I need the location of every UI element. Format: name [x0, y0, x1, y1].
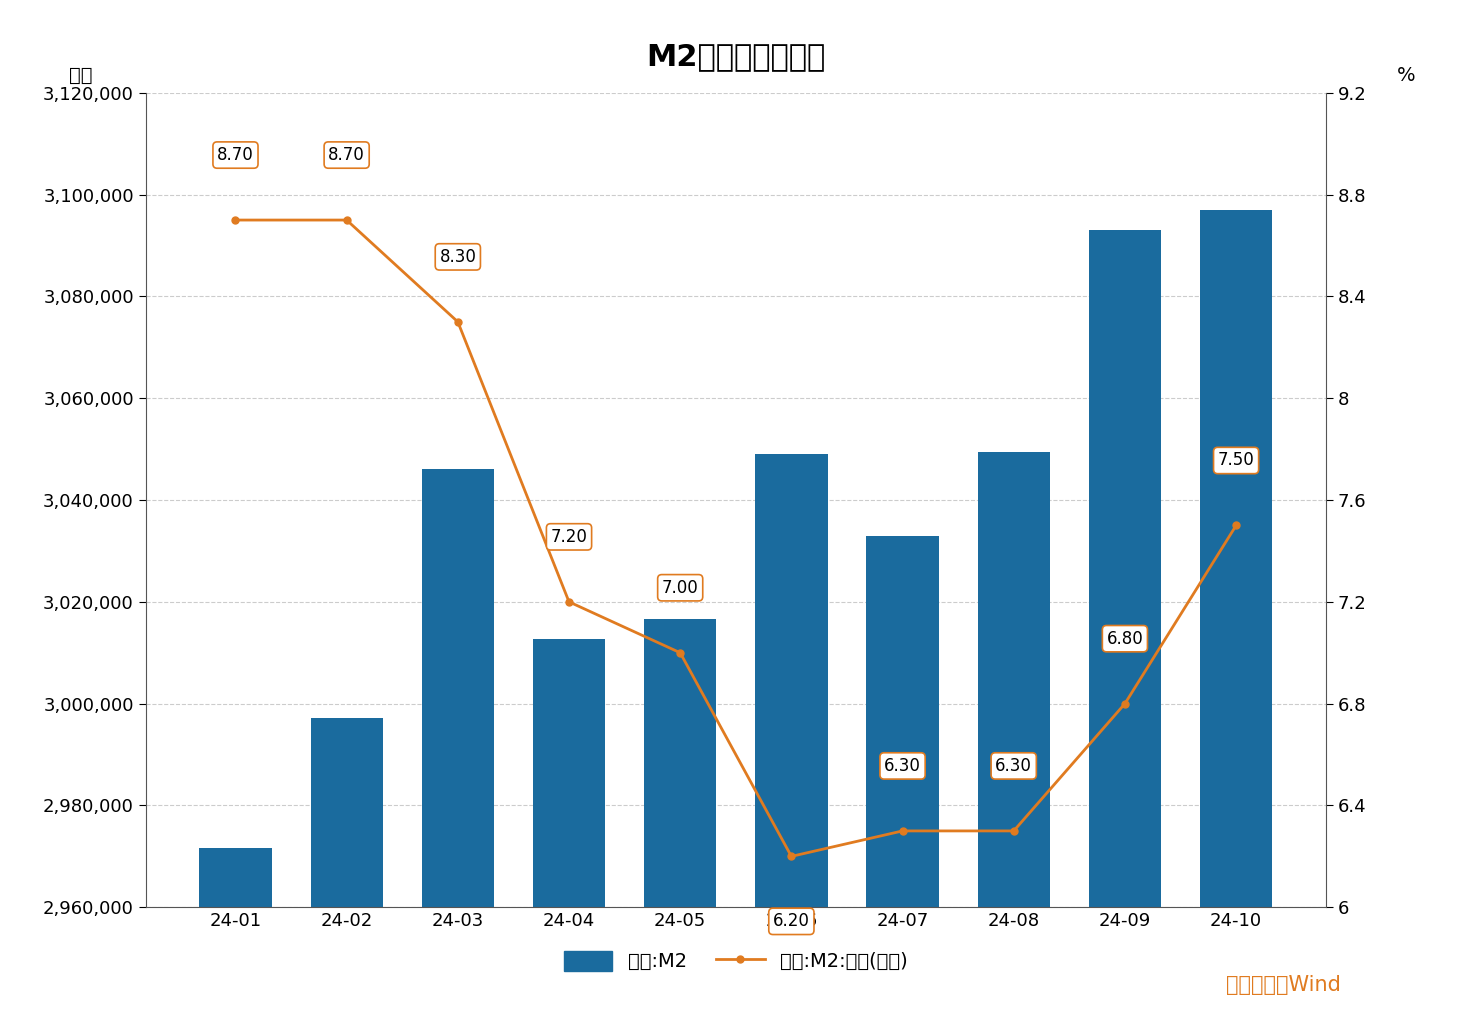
- Bar: [421, 469, 494, 1031]
- Bar: [200, 849, 271, 1031]
- Bar: [755, 455, 828, 1031]
- Bar: [1088, 230, 1161, 1031]
- Text: 8.30: 8.30: [440, 247, 476, 266]
- Bar: [310, 718, 383, 1031]
- Text: 6.30: 6.30: [995, 757, 1032, 775]
- Text: 7.20: 7.20: [551, 528, 587, 545]
- Text: 8.70: 8.70: [328, 146, 366, 164]
- Bar: [978, 452, 1050, 1031]
- Text: 6.30: 6.30: [884, 757, 921, 775]
- Bar: [1201, 210, 1272, 1031]
- Text: 亿元: 亿元: [68, 66, 92, 85]
- Bar: [533, 639, 605, 1031]
- Text: 6.20: 6.20: [772, 912, 810, 930]
- Legend: 中国:M2, 中国:M2:同比(右轴): 中国:M2, 中国:M2:同比(右轴): [555, 943, 916, 979]
- Text: 7.50: 7.50: [1218, 452, 1254, 469]
- Text: 8.70: 8.70: [217, 146, 254, 164]
- Bar: [867, 536, 938, 1031]
- Text: 7.00: 7.00: [661, 578, 698, 597]
- Text: 数据来源：Wind: 数据来源：Wind: [1225, 975, 1340, 995]
- Title: M2数据及变化情况: M2数据及变化情况: [645, 42, 826, 71]
- Text: 6.80: 6.80: [1106, 630, 1144, 647]
- Bar: [644, 620, 717, 1031]
- Text: %: %: [1397, 66, 1415, 85]
